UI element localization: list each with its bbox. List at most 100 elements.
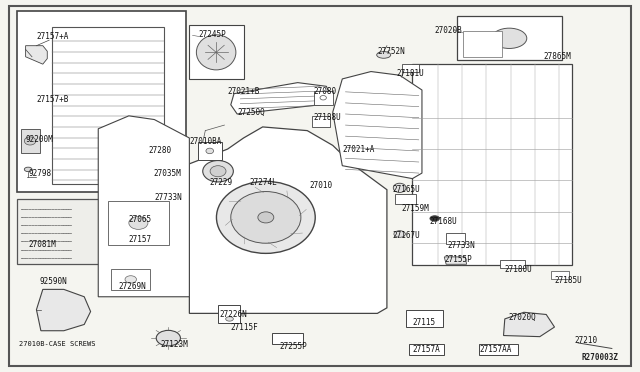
- Bar: [218, 305, 241, 323]
- Bar: [312, 116, 330, 127]
- Ellipse shape: [394, 183, 406, 192]
- Text: 27115F: 27115F: [231, 323, 259, 331]
- Text: 27157: 27157: [129, 235, 152, 244]
- Polygon shape: [26, 46, 47, 64]
- Text: 27165U: 27165U: [392, 185, 420, 194]
- Text: 27274L: 27274L: [250, 178, 278, 187]
- Bar: [108, 201, 169, 245]
- Text: 92798: 92798: [29, 169, 52, 177]
- Ellipse shape: [377, 52, 391, 58]
- Text: 27280: 27280: [148, 147, 171, 155]
- Text: 27035M: 27035M: [153, 169, 180, 177]
- Ellipse shape: [24, 137, 36, 145]
- Text: 27157A: 27157A: [412, 345, 440, 354]
- Text: 27255P: 27255P: [280, 342, 308, 351]
- Polygon shape: [504, 312, 554, 337]
- Bar: [550, 271, 568, 279]
- Ellipse shape: [156, 330, 180, 346]
- Text: 27123M: 27123M: [161, 340, 188, 349]
- Bar: [463, 31, 502, 57]
- Text: 27080: 27080: [314, 87, 337, 96]
- Text: ──────────────────: ──────────────────: [20, 206, 72, 211]
- Bar: [500, 260, 525, 268]
- Bar: [52, 27, 164, 184]
- Ellipse shape: [231, 192, 301, 243]
- Ellipse shape: [226, 317, 234, 321]
- Ellipse shape: [196, 35, 236, 70]
- Text: 27010: 27010: [310, 182, 333, 190]
- Text: 27010BA: 27010BA: [189, 137, 221, 146]
- Bar: [409, 344, 444, 355]
- Text: 27188U: 27188U: [314, 113, 341, 122]
- Bar: [395, 194, 415, 205]
- Text: 27752N: 27752N: [378, 47, 405, 56]
- Polygon shape: [36, 289, 91, 331]
- Text: R270003Z: R270003Z: [581, 353, 618, 362]
- Text: 92590N: 92590N: [40, 278, 67, 286]
- Ellipse shape: [492, 28, 527, 48]
- Text: 27185U: 27185U: [554, 276, 582, 285]
- Text: 27020Q: 27020Q: [508, 312, 536, 321]
- Text: 27181U: 27181U: [396, 69, 424, 78]
- Text: 27021+B: 27021+B: [228, 87, 260, 96]
- Text: 27021+A: 27021+A: [342, 145, 374, 154]
- Bar: [457, 16, 562, 61]
- Bar: [412, 64, 572, 265]
- Text: 27250Q: 27250Q: [237, 108, 265, 117]
- Text: 27081M: 27081M: [28, 240, 56, 249]
- Ellipse shape: [129, 217, 148, 230]
- Bar: [314, 91, 333, 105]
- Text: 27245P: 27245P: [199, 30, 227, 39]
- Text: 27115: 27115: [412, 318, 436, 327]
- Text: 27210: 27210: [575, 336, 598, 345]
- Text: 27865M: 27865M: [543, 52, 571, 61]
- Bar: [401, 64, 419, 72]
- Ellipse shape: [216, 182, 316, 253]
- Ellipse shape: [125, 276, 136, 283]
- Text: 92200M: 92200M: [26, 135, 53, 144]
- Polygon shape: [333, 71, 422, 179]
- Text: ──────────────────: ──────────────────: [20, 214, 72, 219]
- Bar: [111, 269, 150, 290]
- Text: 27065: 27065: [129, 215, 152, 224]
- Text: 27226N: 27226N: [220, 310, 247, 319]
- Ellipse shape: [203, 161, 234, 182]
- Ellipse shape: [210, 166, 226, 177]
- Text: 27155P: 27155P: [444, 255, 472, 264]
- Text: ──────────────────: ──────────────────: [20, 231, 72, 236]
- Bar: [17, 199, 137, 263]
- Text: 27157AA: 27157AA: [479, 345, 512, 354]
- Bar: [406, 310, 443, 327]
- Text: 27180U: 27180U: [505, 264, 532, 273]
- Text: 27157+B: 27157+B: [36, 95, 69, 104]
- Polygon shape: [231, 83, 333, 114]
- Bar: [17, 11, 186, 192]
- Bar: [272, 333, 303, 344]
- Polygon shape: [444, 257, 467, 264]
- Text: 27733N: 27733N: [154, 193, 182, 202]
- Text: ──────────────────: ──────────────────: [20, 239, 72, 244]
- Bar: [189, 25, 244, 79]
- Text: 27167U: 27167U: [392, 231, 420, 240]
- Ellipse shape: [258, 212, 274, 223]
- Text: ──────────────────: ──────────────────: [20, 222, 72, 228]
- Polygon shape: [20, 129, 40, 153]
- Polygon shape: [189, 127, 387, 313]
- Ellipse shape: [24, 167, 32, 171]
- Ellipse shape: [430, 216, 440, 221]
- Text: 27229: 27229: [210, 178, 233, 187]
- Text: 27733N: 27733N: [447, 241, 475, 250]
- Text: 27010B-CASE SCREWS: 27010B-CASE SCREWS: [19, 341, 96, 347]
- Bar: [446, 233, 465, 244]
- Text: ──────────────────: ──────────────────: [20, 255, 72, 260]
- Text: 27168U: 27168U: [429, 217, 458, 225]
- Ellipse shape: [206, 148, 214, 154]
- Text: 27269N: 27269N: [118, 282, 146, 291]
- Polygon shape: [99, 116, 189, 297]
- Text: 27020B: 27020B: [435, 26, 463, 35]
- Text: ──────────────────: ──────────────────: [20, 247, 72, 252]
- Text: 27159M: 27159M: [401, 203, 429, 213]
- Bar: [479, 344, 518, 355]
- Ellipse shape: [394, 231, 405, 237]
- Text: 27157+A: 27157+A: [36, 32, 69, 41]
